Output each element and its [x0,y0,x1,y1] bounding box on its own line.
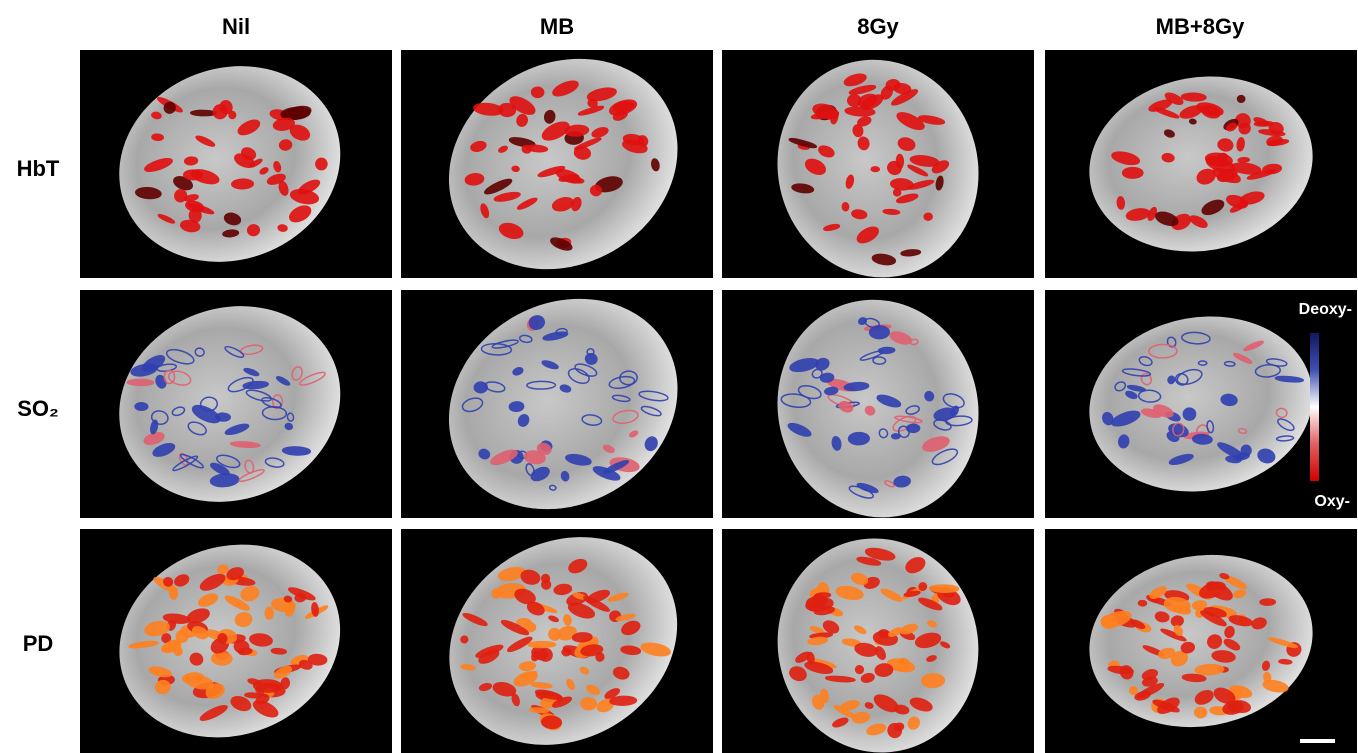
signal-spot [509,401,524,411]
signal-spot [170,587,178,599]
signal-spot [1138,600,1146,606]
signal-spot [517,619,531,626]
signal-spot [842,202,849,210]
signal-spot [879,630,890,638]
signal-spot [522,145,532,153]
signal-spot [282,446,310,455]
signal-spot [581,698,596,710]
signal-spot [127,379,154,385]
colorbar-label: Oxy- [1314,493,1350,510]
signal-spot [610,696,637,706]
signal-spot [1194,707,1207,718]
column-header: MB [540,14,574,39]
signal-spot [271,648,286,654]
signal-spot [285,423,293,430]
signal-spot [184,157,197,166]
signal-spot [265,607,273,619]
signal-spot [512,166,520,172]
signal-spot [278,225,288,232]
signal-spot [247,224,259,235]
panels [80,18,1357,753]
signal-spot [212,652,233,665]
signal-spot [1241,445,1251,456]
row-label: PD [23,631,54,656]
signal-spot [883,209,900,215]
signal-spot [1260,599,1275,605]
signal-spot [528,642,556,648]
signal-spot [541,716,561,729]
column-header: Nil [222,14,250,39]
signal-spot [1123,168,1143,178]
signal-spot [1238,96,1245,103]
signal-spot [316,158,327,170]
signal-spot [217,633,227,644]
column-header: MB+8Gy [1156,14,1245,39]
signal-spot [930,585,959,593]
colorbar [1310,333,1319,481]
signal-spot [590,185,602,196]
colorbar-label: Deoxy- [1299,301,1352,318]
signal-spot [562,648,571,656]
signal-spot [875,663,893,677]
signal-spot [284,596,292,602]
signal-spot [878,347,895,354]
signal-spot [892,434,900,439]
signal-spot [848,432,869,444]
signal-spot [232,179,254,189]
row-label: HbT [17,156,60,181]
signal-spot [229,111,236,118]
signal-spot [1181,93,1206,102]
signal-spot [245,693,261,698]
signal-spot [191,110,216,116]
signal-spot [896,154,903,168]
signal-spot [460,635,468,643]
signal-spot [847,94,861,106]
signal-spot [572,632,592,642]
signal-spot [921,673,944,688]
signal-spot [1162,153,1175,162]
signal-spot [152,134,164,141]
signal-spot [135,403,148,411]
signal-spot [1254,121,1273,126]
signal-spot [1129,686,1137,694]
figure: Nil MB 8Gy MB+8Gy HbT SO₂ PD Deoxy- Oxy- [0,0,1358,753]
signal-spot [1238,157,1249,162]
signal-spot [1279,659,1292,664]
signal-spot [531,87,544,98]
signal-spot [1189,119,1196,124]
signal-spot [924,213,933,221]
signal-spot [1117,197,1125,210]
column-header: 8Gy [857,14,899,39]
signal-spot [871,167,879,172]
row-label: SO₂ [17,396,59,421]
